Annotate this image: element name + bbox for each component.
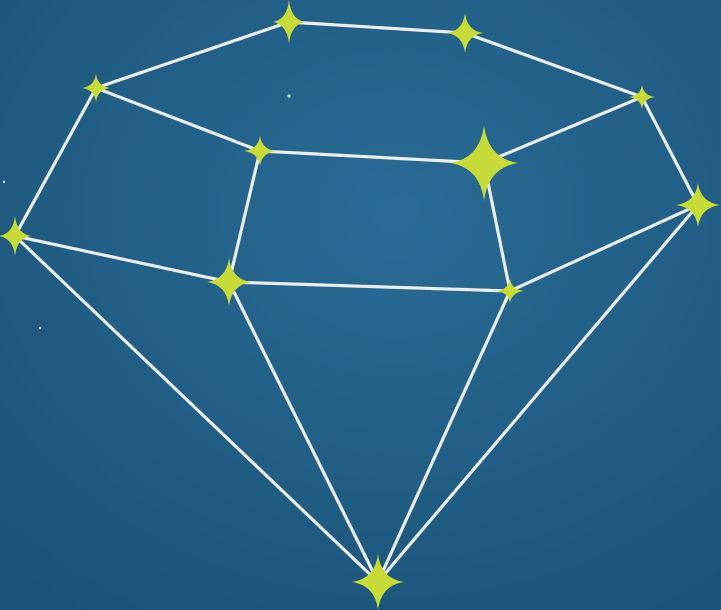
line (227, 149, 262, 284)
line (94, 20, 291, 90)
line (463, 31, 644, 99)
line (13, 234, 380, 584)
line (258, 149, 486, 165)
line (376, 203, 700, 584)
line (227, 280, 380, 584)
line (227, 280, 512, 293)
speck (287, 94, 291, 98)
line (13, 86, 98, 238)
speck (2, 180, 6, 184)
line (13, 234, 231, 284)
diamond-lines (13, 20, 700, 584)
line (376, 289, 512, 584)
line (287, 20, 467, 35)
line (640, 95, 700, 207)
specks (2, 94, 291, 330)
line (508, 203, 700, 293)
line (94, 86, 262, 153)
line (482, 95, 644, 165)
speck (38, 326, 42, 330)
